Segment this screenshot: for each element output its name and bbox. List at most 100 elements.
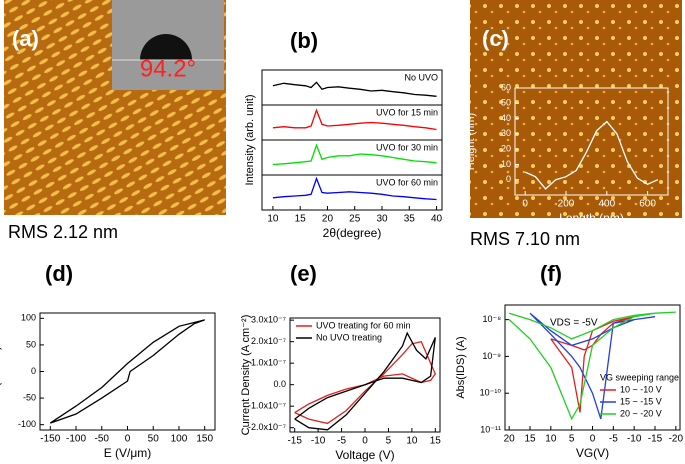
x-axis-label: Voltage (V) [335,448,394,462]
y-tick-label: 20 [501,144,511,154]
x-tick-label: 10 [406,436,418,447]
series-line [524,120,659,190]
x-axis-label: Length (nm) [559,211,624,225]
y-tick-label: 50 [26,339,36,349]
y-tick-label: 10⁻¹⁰ [480,388,502,398]
x-tick-label: 0 [362,436,368,447]
y-tick-label: -2.0x10⁻⁷ [248,422,286,432]
x-tick-label: 100 [171,434,188,445]
y-axis-label: Intensity (arb. unit) [244,94,256,185]
legend-label: 20 ~ -20 V [620,408,662,418]
panel-label: (d) [45,261,73,286]
series-line [529,312,656,420]
y-axis-label: Height (nm) [465,113,477,170]
legend-title: VG sweeping range [600,372,679,382]
x-axis-label: 2θ(degree) [323,226,382,240]
series-line [272,143,437,166]
x-axis-label: E (V/μm) [104,446,152,460]
x-axis-label: VG(V) [576,446,609,460]
series-line [294,340,437,425]
x-tick-label: 40 [431,214,443,225]
y-tick-label: -1.0x10⁻⁷ [248,401,286,411]
legend-label: 10 ~ -10 V [620,384,662,394]
x-tick-label: -10 [311,436,326,447]
y-axis-label: Abs(IDS) (A) [455,336,467,398]
y-axis-label: Current Density (A cm⁻²) [240,315,252,436]
y-tick-label: 100 [21,313,36,323]
legend-label: No UVO treating [316,332,382,342]
x-tick-label: 5 [386,436,392,447]
series-line [294,331,436,431]
y-axis-label: P (mC/m²) [0,346,2,397]
x-tick-label: 400 [598,199,615,210]
y-tick-label: 3.0x10⁻⁷ [251,315,286,325]
x-tick-label: 35 [404,214,416,225]
panel-label: (f) [540,261,562,286]
series-label: UVO for 30 min [376,142,438,152]
series-label: UVO for 15 min [376,107,438,117]
y-tick-label: 10 [501,159,511,169]
y-tick-label: 10⁻⁸ [482,314,501,324]
panel-label: (c) [482,26,509,51]
x-tick-label: 150 [196,434,213,445]
series-label: UVO for 60 min [376,177,438,187]
x-tick-label: 25 [349,214,361,225]
y-tick-label: 0.0 [273,379,286,389]
caption: RMS 7.10 nm [470,229,580,249]
series-line [272,108,437,131]
plot-frame [514,87,669,196]
x-tick-label: 20 [504,434,516,445]
x-tick-label: -15 [287,436,302,447]
y-tick-label: 0 [31,366,36,376]
x-tick-label: 0 [125,434,131,445]
afm-image [470,0,682,218]
x-tick-label: 20 [322,214,334,225]
y-tick-label: -50 [23,392,36,402]
legend-label: UVO treating for 60 min [316,320,411,330]
x-tick-label: -15 [648,434,663,445]
y-tick-label: 30 [501,128,511,138]
annotation: VDS = -5V [550,318,598,329]
x-tick-label: 0 [522,199,528,210]
plot-frame [261,174,443,211]
panel-label: (a) [12,26,39,51]
y-tick-label: 1.0x10⁻⁷ [251,358,286,368]
droplet [140,34,192,60]
y-tick-label: 0 [506,174,511,184]
x-tick-label: 10 [267,214,279,225]
y-tick-label: 2.0x10⁻⁷ [251,336,286,346]
x-tick-label: 5 [569,434,575,445]
caption: RMS 2.12 nm [8,222,118,242]
x-tick-label: 50 [148,434,160,445]
series-line [272,81,437,97]
x-tick-label: -5 [337,436,346,447]
y-tick-label: 10⁻⁹ [482,351,501,361]
x-tick-label: 200 [558,199,575,210]
series-line [272,176,437,201]
y-tick-label: 60 [501,82,511,92]
y-tick-label: -100 [18,419,36,429]
y-tick-label: 10⁻¹¹ [480,424,501,434]
series-line [49,319,205,424]
x-tick-label: -20 [669,434,684,445]
x-tick-label: -150 [40,434,60,445]
series-line [508,311,676,421]
x-tick-label: 15 [524,434,536,445]
panel-label: (e) [290,261,317,286]
panel-label: (b) [290,28,318,53]
x-tick-label: -10 [627,434,642,445]
x-tick-label: 10 [545,434,557,445]
legend-label: 15 ~ -15 V [620,396,662,406]
x-tick-label: 15 [295,214,307,225]
x-tick-label: 30 [376,214,388,225]
series-label: No UVO [404,72,438,82]
x-tick-label: -5 [609,434,618,445]
x-tick-label: -100 [66,434,86,445]
x-tick-label: 0 [590,434,596,445]
contact-angle: 94.2° [140,55,196,82]
x-tick-label: 15 [430,436,442,447]
y-tick-label: 50 [501,98,511,108]
x-tick-label: -50 [95,434,110,445]
x-tick-label: 600 [639,199,656,210]
